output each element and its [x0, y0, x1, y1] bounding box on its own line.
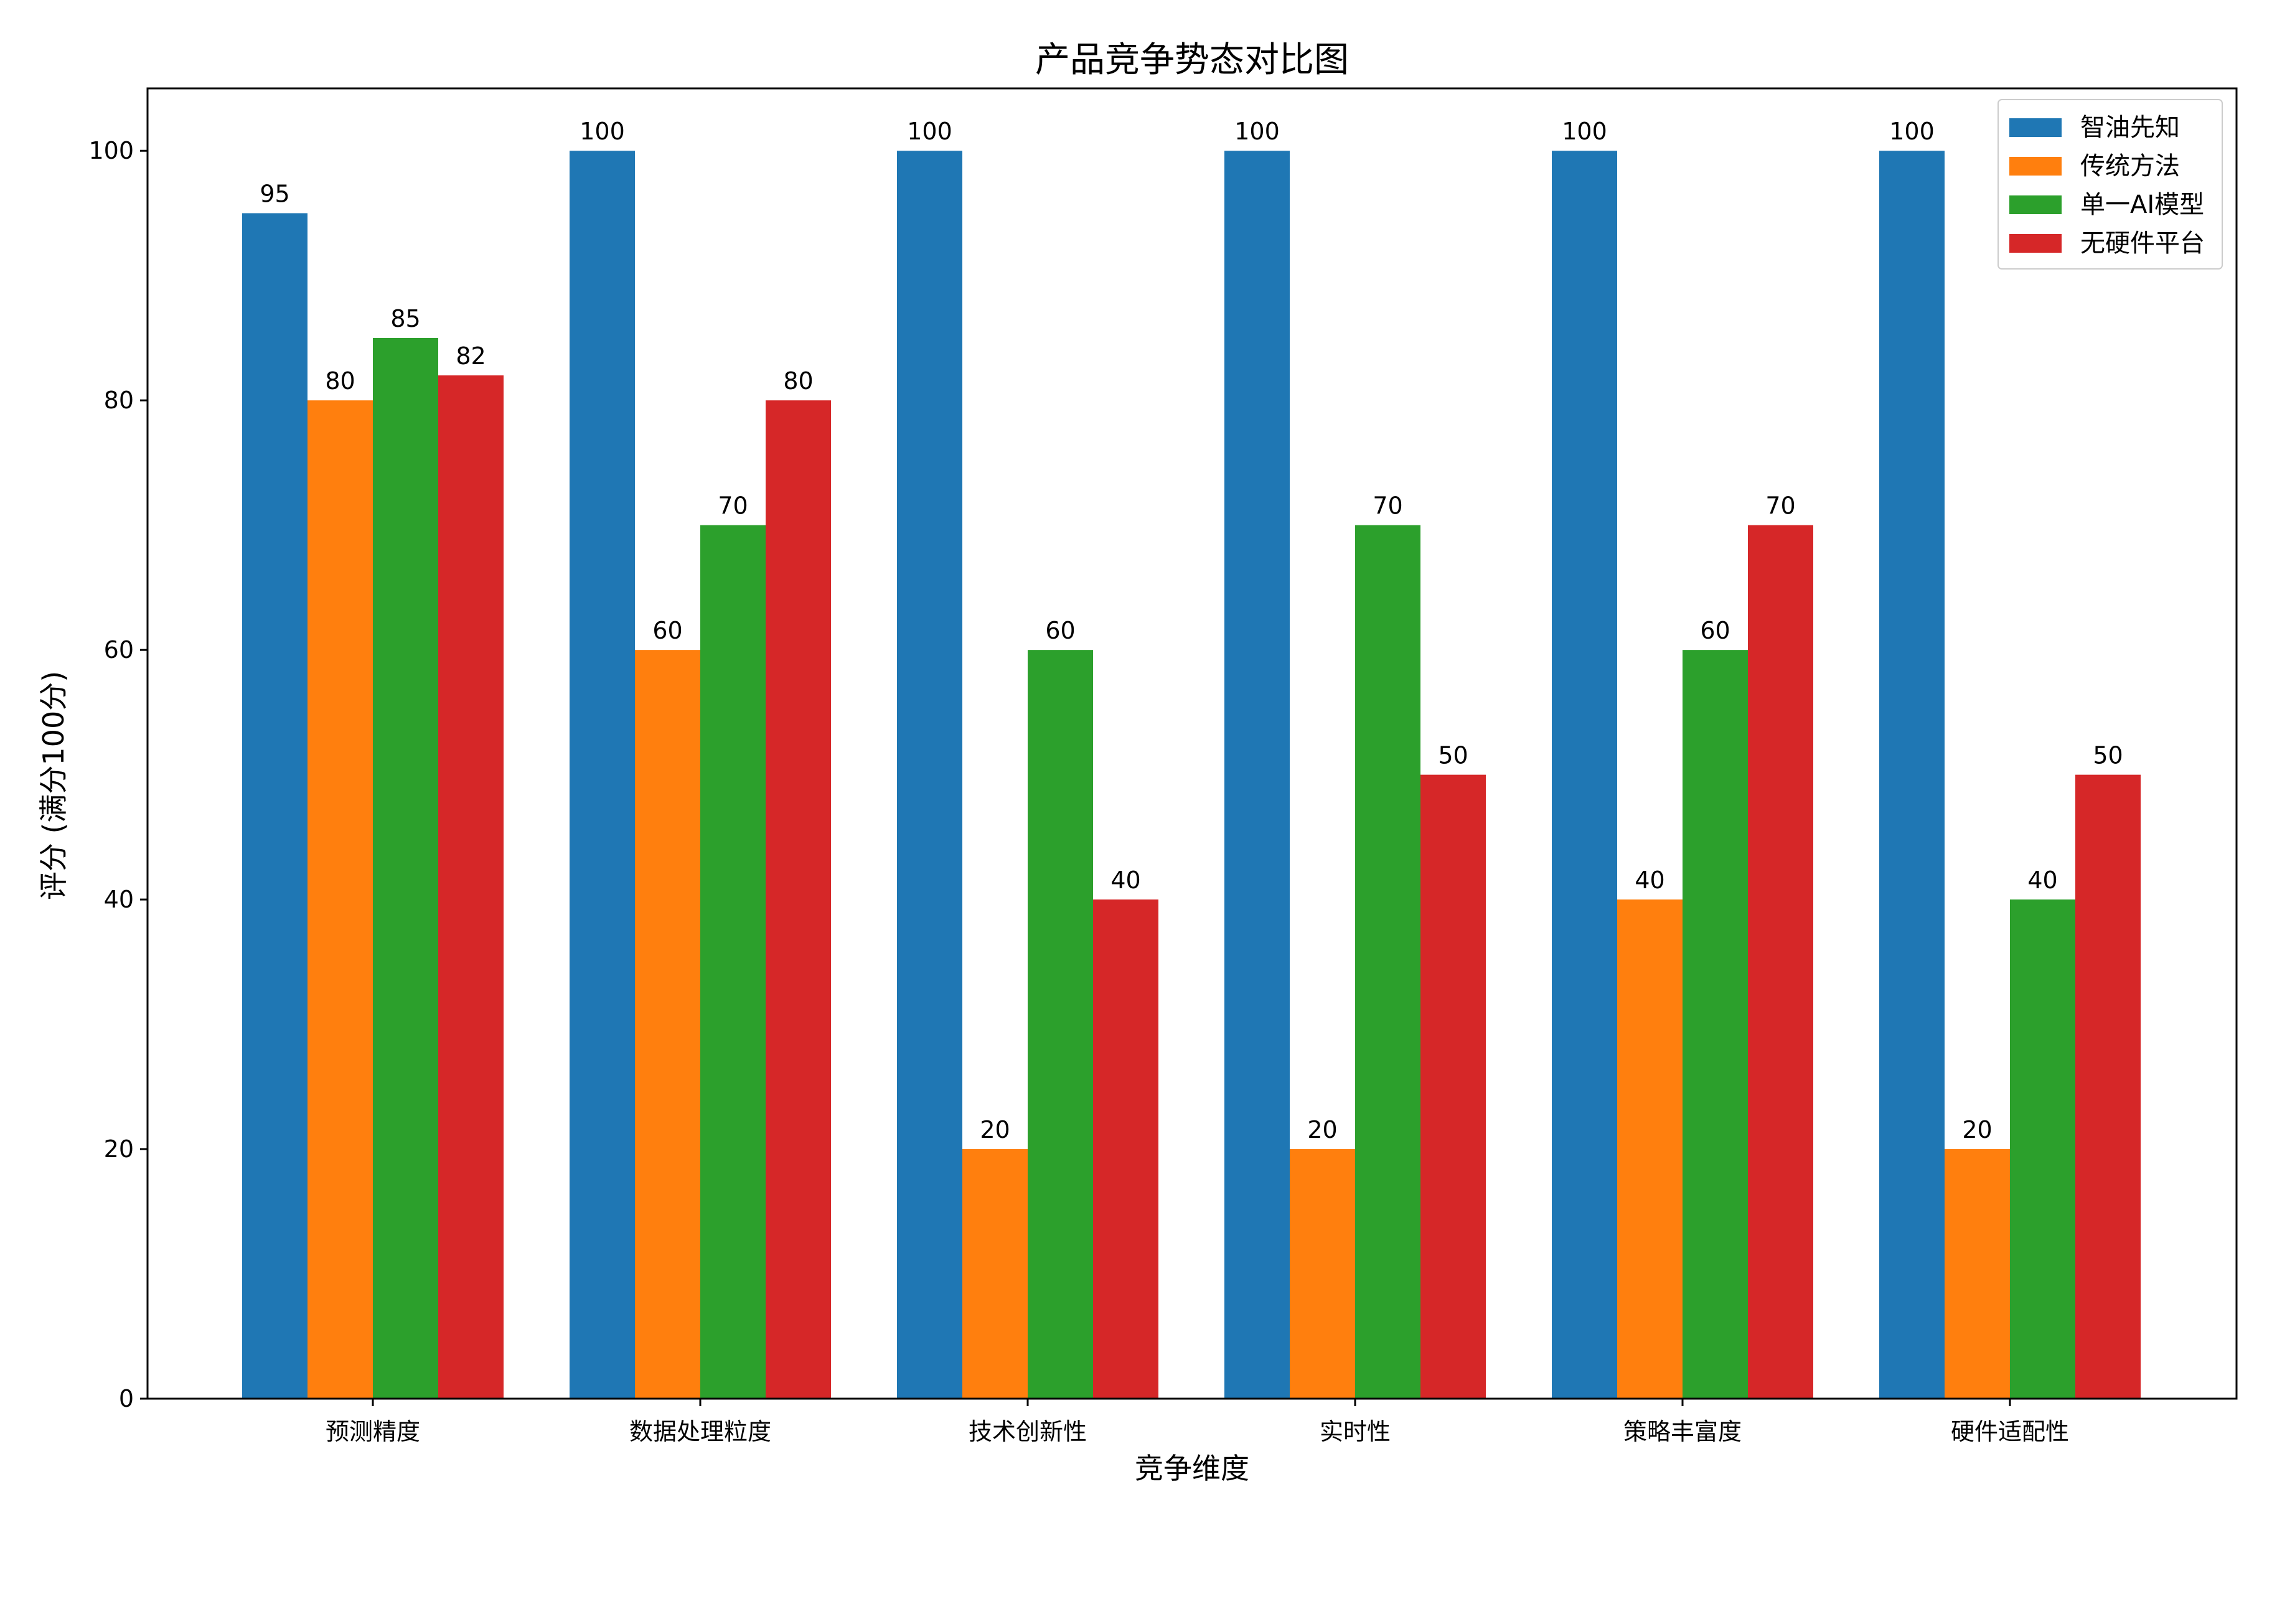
legend-swatch: [2009, 157, 2062, 176]
data-label: 80: [783, 367, 813, 395]
bar: [373, 337, 438, 1399]
bar: [1552, 151, 1617, 1399]
data-label: 100: [907, 118, 952, 145]
legend-label: 无硬件平台: [2080, 229, 2205, 258]
data-label: 20: [1962, 1116, 1992, 1143]
x-tick-label: 数据处理粒度: [629, 1418, 771, 1445]
x-tick-label: 实时性: [1320, 1418, 1391, 1445]
legend-label: 智油先知: [2080, 113, 2180, 142]
y-tick-label: 100: [88, 137, 134, 164]
legend-swatch: [2009, 195, 2062, 214]
data-label: 20: [1307, 1116, 1337, 1143]
x-axis-label: 竞争维度: [1135, 1452, 1249, 1485]
bar: [1224, 151, 1290, 1399]
legend-label: 单一AI模型: [2080, 190, 2204, 219]
data-label: 100: [1562, 118, 1607, 145]
data-label: 60: [1045, 617, 1075, 644]
bar: [570, 151, 635, 1399]
data-label: 82: [456, 342, 486, 370]
bar: [438, 375, 504, 1399]
y-tick-label: 20: [104, 1135, 134, 1163]
data-label: 80: [325, 367, 355, 395]
data-label: 60: [652, 617, 682, 644]
data-label: 40: [1635, 866, 1664, 894]
legend-swatch: [2009, 234, 2062, 253]
bar: [1748, 525, 1813, 1399]
bar: [1683, 650, 1748, 1399]
bar: [635, 650, 700, 1399]
bar: [897, 151, 962, 1399]
data-label: 70: [718, 492, 748, 520]
bar: [242, 213, 307, 1399]
data-label: 40: [2027, 866, 2057, 894]
legend-label: 传统方法: [2080, 152, 2180, 181]
bar: [766, 400, 831, 1399]
chart-title: 产品竞争势态对比图: [1035, 40, 1349, 80]
y-tick-label: 0: [119, 1385, 134, 1412]
x-tick-label: 硬件适配性: [1951, 1418, 2069, 1445]
data-label: 40: [1110, 866, 1140, 894]
x-tick-label: 预测精度: [326, 1418, 420, 1445]
bar: [1355, 525, 1420, 1399]
y-tick-label: 40: [104, 886, 134, 913]
axes-frame: [146, 87, 2238, 1400]
data-label: 20: [980, 1116, 1010, 1143]
bar: [2010, 899, 2075, 1399]
legend-box: [1997, 99, 2223, 270]
y-tick-label: 80: [104, 387, 134, 414]
bar: [1290, 1149, 1355, 1399]
legend-swatch: [2009, 118, 2062, 137]
data-label: 70: [1765, 492, 1795, 520]
bar: [307, 400, 373, 1399]
bar: [2075, 774, 2141, 1399]
data-label: 100: [1889, 118, 1935, 145]
data-label: 60: [1700, 617, 1730, 644]
bar: [1879, 151, 1945, 1399]
x-tick-label: 策略丰富度: [1623, 1418, 1742, 1445]
data-label: 85: [390, 305, 420, 332]
bar: [700, 525, 766, 1399]
bar: [1028, 650, 1093, 1399]
bar: [1420, 774, 1486, 1399]
bar: [1945, 1149, 2010, 1399]
data-label: 95: [260, 180, 289, 207]
data-label: 100: [1234, 118, 1280, 145]
y-tick-label: 60: [104, 636, 134, 664]
bar: [962, 1149, 1028, 1399]
bar: [1617, 899, 1683, 1399]
data-label: 50: [1438, 742, 1468, 769]
plot-area: 95 100 100 100 100 100 80 60 20 20 40 20 85 70 60 70 60 4…: [88, 87, 2238, 1445]
bar: [1093, 899, 1158, 1399]
data-label: 50: [2093, 742, 2123, 769]
data-label: 70: [1373, 492, 1402, 520]
data-label: 100: [580, 118, 625, 145]
x-tick-label: 技术创新性: [969, 1418, 1087, 1445]
y-axis-label: 评分 (满分100分): [37, 671, 70, 900]
